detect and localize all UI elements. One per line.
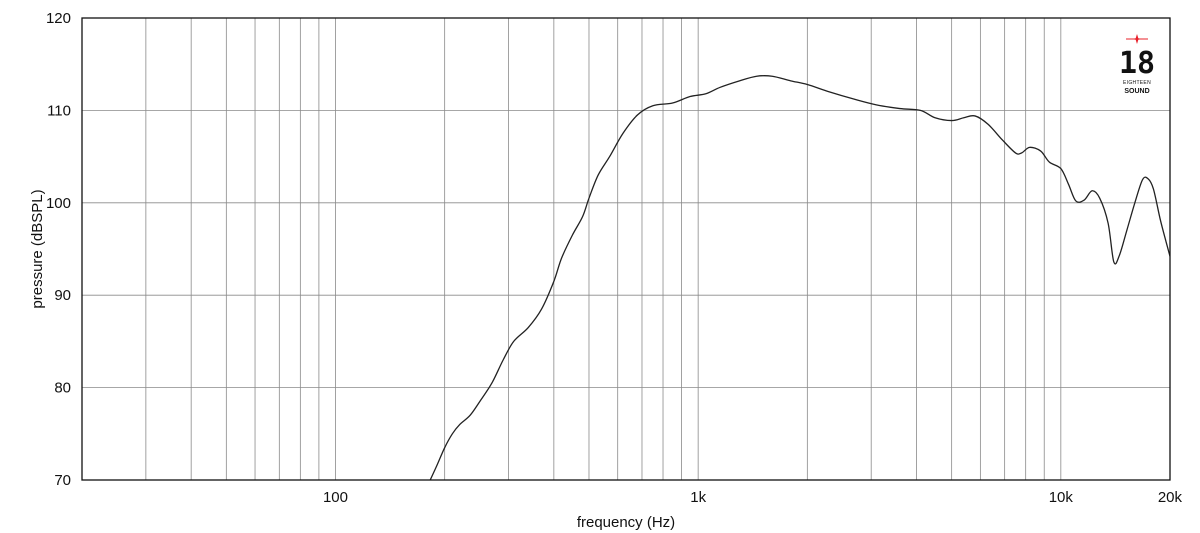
x-tick-label: 20k [1158,489,1183,506]
logo-eighteen-text: EIGHTEEN [1123,80,1151,86]
y-tick-label: 100 [46,195,71,212]
x-tick-label: 1k [690,489,706,506]
x-tick-label: 100 [323,489,348,506]
brand-logo: 18 EIGHTEEN SOUND [1119,34,1155,95]
y-tick-label: 80 [54,380,71,397]
y-tick-label: 110 [47,102,71,119]
y-axis-label: pressure (dBSPL) [29,189,46,308]
y-tick-label: 70 [54,472,71,489]
tick-labels: 70 80 90 100 110 120 100 1k 10k 20k [46,10,1183,506]
series-line [429,74,1170,480]
plot-frame [81,17,1171,481]
x-tick-label: 10k [1049,489,1074,506]
logo-number: 18 [1119,46,1155,81]
y-tick-label: 120 [46,10,71,27]
grid [82,18,1170,480]
x-axis-label: frequency (Hz) [577,514,675,531]
y-tick-label: 90 [54,287,71,304]
logo-sound-text: SOUND [1124,88,1149,95]
